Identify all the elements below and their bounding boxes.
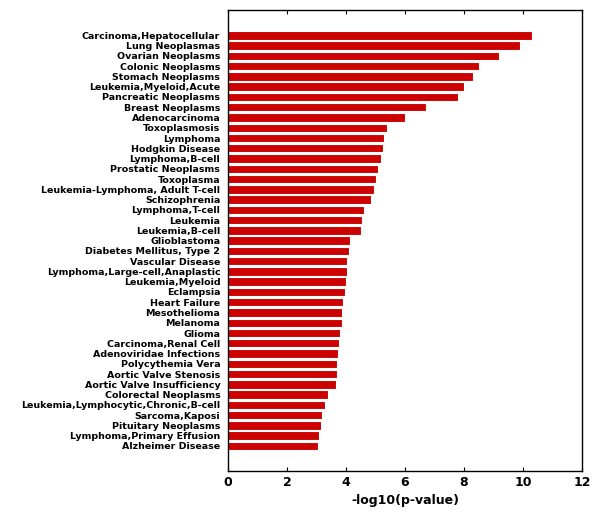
Bar [228, 103, 425, 112]
Bar [228, 82, 464, 91]
Bar [228, 267, 347, 275]
Bar [228, 421, 321, 430]
Bar [228, 390, 328, 399]
Bar [228, 206, 364, 214]
Bar [228, 226, 361, 234]
Bar [228, 318, 341, 327]
Bar [228, 93, 458, 101]
Bar [228, 196, 371, 204]
Bar [228, 164, 379, 173]
Bar [228, 154, 382, 163]
X-axis label: -log10(p-value): -log10(p-value) [351, 495, 459, 507]
Bar [228, 257, 347, 265]
Bar [228, 237, 350, 245]
Bar [228, 123, 388, 132]
Bar [228, 380, 335, 389]
Bar [228, 144, 383, 153]
Bar [228, 31, 532, 39]
Bar [228, 278, 346, 286]
Bar [228, 62, 479, 70]
Bar [228, 134, 385, 142]
Bar [228, 370, 337, 378]
Bar [228, 216, 362, 224]
Bar [228, 247, 349, 255]
Bar [228, 349, 338, 358]
Bar [228, 72, 473, 81]
Bar [228, 400, 325, 409]
Bar [228, 308, 343, 317]
Bar [228, 288, 344, 296]
Bar [228, 41, 520, 50]
Bar [228, 52, 499, 60]
Bar [228, 432, 319, 440]
Bar [228, 339, 338, 348]
Bar [228, 359, 337, 368]
Bar [228, 113, 405, 122]
Bar [228, 411, 322, 419]
Bar [228, 442, 318, 450]
Bar [228, 329, 340, 337]
Bar [228, 175, 376, 183]
Bar [228, 298, 343, 306]
Bar [228, 185, 374, 194]
